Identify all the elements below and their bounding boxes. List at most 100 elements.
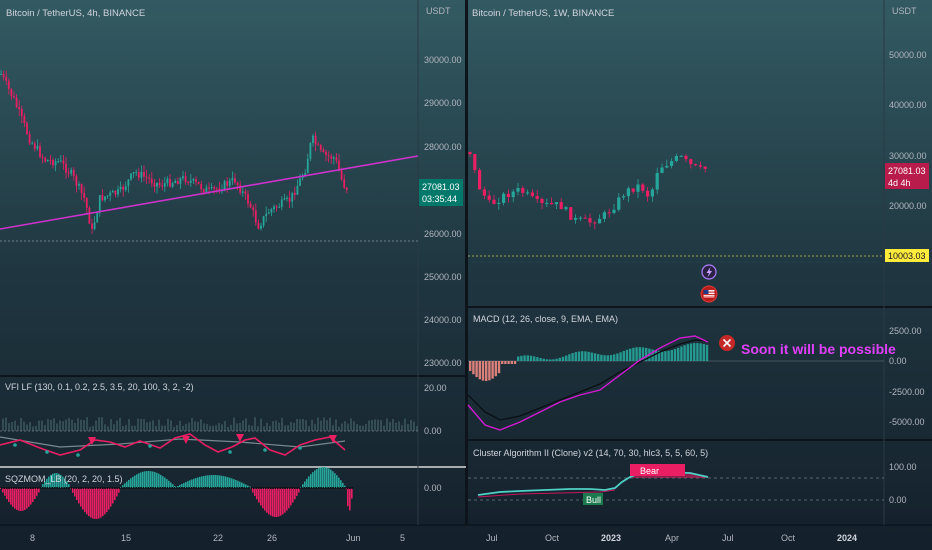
sqzmom-dot xyxy=(284,487,286,489)
sqzmom-dot xyxy=(269,487,272,489)
left-price-tick: 28000.00 xyxy=(424,142,462,152)
candle-body xyxy=(252,207,255,211)
sqzmom-dot xyxy=(260,487,262,489)
sqzmom-dot xyxy=(279,487,281,489)
lightning-event-icon[interactable] xyxy=(701,264,717,280)
sqzmom-dot xyxy=(65,487,68,489)
left-price-axis[interactable]: 30000.00 29000.00 28000.00 26000.00 2500… xyxy=(424,55,462,368)
candle-body xyxy=(59,160,62,162)
left-last-price-badge: 27081.03 03:35:44 xyxy=(419,179,463,206)
sqzmom-bar xyxy=(243,483,245,488)
us-flag-event-icon[interactable] xyxy=(700,285,718,303)
macd-title: MACD (12, 26, close, 9, EMA, EMA) xyxy=(473,314,618,324)
sqzmom-dot xyxy=(39,487,41,489)
sqzmom-bar xyxy=(211,475,213,488)
vfi-bar xyxy=(344,421,346,431)
sqzmom-bar xyxy=(272,488,274,517)
close-icon xyxy=(722,338,732,348)
vfi-bar xyxy=(38,420,40,431)
sqzmom-bar xyxy=(100,488,102,518)
candle-body xyxy=(684,155,688,160)
macd-bar xyxy=(632,347,635,361)
vfi-bar xyxy=(374,419,376,431)
sqzmom-bar xyxy=(215,475,217,488)
sqzmom-bar xyxy=(110,488,112,507)
macd-bar xyxy=(699,343,702,361)
vfi-dot xyxy=(13,443,17,447)
macd-pane[interactable] xyxy=(467,335,884,431)
sqzmom-bar xyxy=(187,481,189,488)
vfi-bar xyxy=(92,426,94,431)
sqzmom-dot xyxy=(238,487,241,489)
sqzmom-dot xyxy=(46,487,49,489)
sqzmom-bar xyxy=(124,483,126,488)
right-level-value: 10003.03 xyxy=(888,251,926,261)
sqzmom-dot xyxy=(140,487,142,489)
sqzmom-dot xyxy=(8,487,10,489)
sqzmom-dot xyxy=(25,487,27,489)
right-price-pane[interactable] xyxy=(468,151,884,257)
sqzmom-dot xyxy=(346,487,349,489)
macd-bar xyxy=(667,350,670,361)
sqzmom-dot xyxy=(82,487,85,489)
right-time-axis[interactable]: Jul Oct 2023 Apr Jul Oct 2024 xyxy=(486,533,857,543)
vfi-bar xyxy=(338,426,340,431)
candle-body xyxy=(265,213,268,217)
sqzmom-dot xyxy=(142,487,145,489)
sqzmom-dot xyxy=(301,487,303,489)
sqzmom-bar xyxy=(8,488,10,502)
candle-body xyxy=(296,185,299,195)
macd-bar xyxy=(657,350,661,361)
vfi-bar xyxy=(329,417,331,431)
sqzmom-dot xyxy=(101,487,104,489)
candle-body xyxy=(291,192,294,202)
macd-bar xyxy=(654,350,657,361)
sqzmom-histogram xyxy=(0,467,353,519)
sqzmom-dot xyxy=(97,487,99,489)
candle-body xyxy=(33,143,36,149)
sqzmom-dot xyxy=(58,487,61,489)
sqzmom-bar xyxy=(338,477,340,488)
candle-body xyxy=(497,202,501,204)
candle-body xyxy=(631,188,635,192)
macd-bar xyxy=(488,361,491,381)
macd-bar xyxy=(622,351,625,361)
candle-body xyxy=(286,197,288,199)
sqzmom-dot xyxy=(296,487,298,489)
vfi-bar xyxy=(218,423,220,431)
vfi-bar xyxy=(155,426,157,431)
sqzmom-bar xyxy=(92,488,94,519)
candle-body xyxy=(674,155,678,161)
vfi-bar xyxy=(26,424,28,431)
candle-body xyxy=(0,73,2,75)
vfi-bar xyxy=(152,420,154,431)
candle-body xyxy=(249,203,252,208)
sqzmom-bar xyxy=(130,478,132,488)
sqzmom-dot xyxy=(341,487,344,489)
left-price-pane[interactable] xyxy=(0,69,419,242)
vfi-bar xyxy=(311,419,313,431)
sqzmom-bar xyxy=(144,471,146,488)
sqzmom-bar xyxy=(96,488,98,519)
sqzmom-bar xyxy=(134,475,136,488)
candle-body xyxy=(145,176,148,178)
sqzmom-bar xyxy=(262,488,264,509)
vfi-pane[interactable] xyxy=(0,417,418,457)
candle-body xyxy=(502,193,506,203)
sqzmom-pane[interactable] xyxy=(0,467,353,519)
left-chart-title: Bitcoin / TetherUS, 4h, BINANCE xyxy=(6,8,145,19)
candle-body xyxy=(26,123,28,135)
vfi-bar xyxy=(269,425,271,431)
sqzmom-bar xyxy=(284,488,286,513)
left-time-axis[interactable]: 8 15 22 26 Jun 5 xyxy=(30,533,405,543)
right-price-axis[interactable]: 50000.00 40000.00 30000.00 20000.00 xyxy=(889,50,927,211)
candle-body xyxy=(111,190,114,193)
sqzmom-bar xyxy=(78,488,80,504)
vfi-bar xyxy=(326,420,328,431)
sqzmom-dot xyxy=(106,487,109,489)
sqzmom-bar xyxy=(138,473,140,488)
vfi-bar xyxy=(266,422,268,431)
sqzmom-dot xyxy=(135,487,137,489)
sqzmom-dot xyxy=(15,487,17,489)
